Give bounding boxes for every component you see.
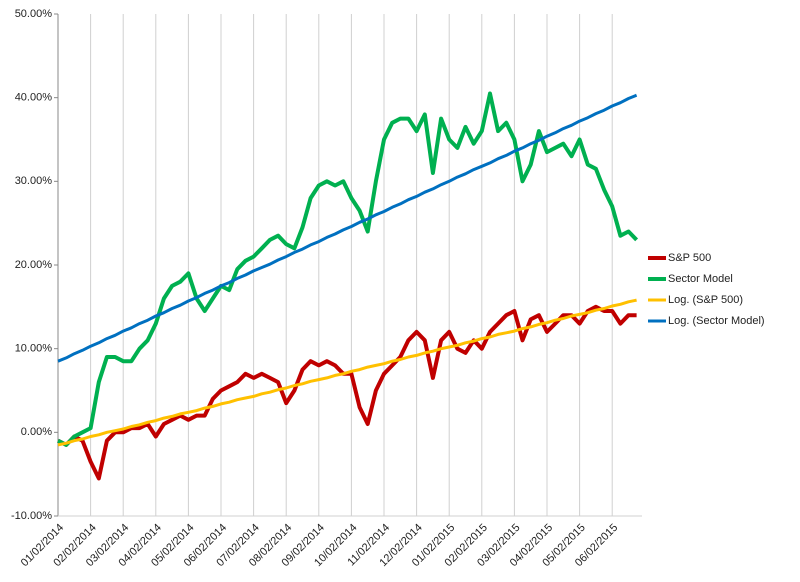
y-tick-label: 30.00% bbox=[15, 175, 53, 187]
series-line bbox=[57, 93, 638, 363]
y-tick-label: 0.00% bbox=[21, 426, 52, 438]
y-tick-label: 40.00% bbox=[15, 92, 53, 104]
legend-label: Log. (Sector Model) bbox=[668, 315, 765, 327]
y-tick-label: -10.00% bbox=[11, 510, 52, 522]
series-line bbox=[57, 91, 639, 447]
series-line bbox=[57, 298, 637, 447]
series-line bbox=[57, 304, 637, 481]
y-tick-label: 10.00% bbox=[15, 343, 53, 355]
y-tick-label: 50.00% bbox=[15, 8, 53, 20]
y-tick-label: 20.00% bbox=[15, 259, 53, 271]
legend-label: Log. (S&P 500) bbox=[668, 294, 743, 306]
legend-label: S&P 500 bbox=[668, 252, 711, 264]
legend-label: Sector Model bbox=[668, 273, 733, 285]
